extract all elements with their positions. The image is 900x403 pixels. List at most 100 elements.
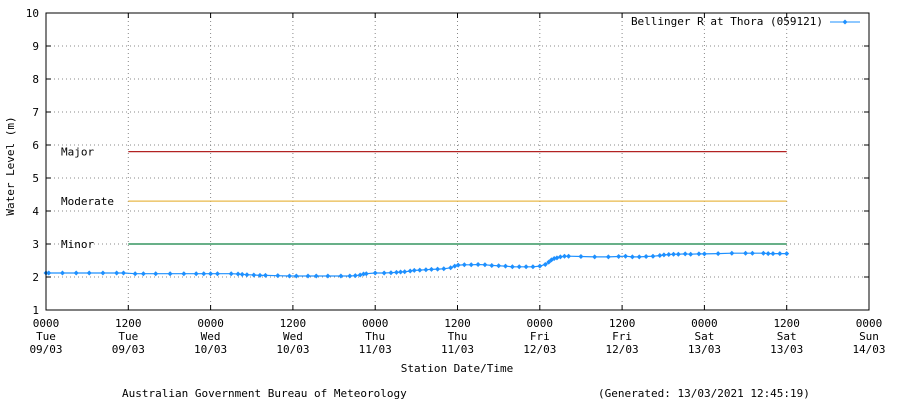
data-point <box>201 271 207 277</box>
y-tick-label: 5 <box>32 172 39 185</box>
x-tick-day: Tue <box>36 330 56 343</box>
x-tick-day: Sun <box>859 330 879 343</box>
data-point <box>616 254 622 260</box>
data-point <box>482 262 488 268</box>
x-tick-time: 1200 <box>280 317 307 330</box>
x-tick-date: 10/03 <box>276 343 309 356</box>
data-point <box>372 270 378 276</box>
x-tick-date: 14/03 <box>852 343 885 356</box>
data-point <box>729 250 735 256</box>
legend: Bellinger R at Thora (059121) <box>631 15 860 28</box>
data-point <box>398 269 404 275</box>
data-point <box>208 271 214 277</box>
y-axis-label: Water Level (m) <box>4 116 17 215</box>
data-point <box>542 261 548 267</box>
data-point <box>509 264 515 270</box>
data-point <box>578 254 584 260</box>
threshold-label-moderate: Moderate <box>61 195 114 208</box>
data-point <box>770 251 776 257</box>
data-point <box>228 271 234 277</box>
data-point <box>448 265 454 271</box>
data-point <box>696 251 702 257</box>
data-point <box>554 255 560 261</box>
footer-generated: (Generated: 13/03/2021 12:45:19) <box>598 387 810 400</box>
x-axis-label: Station Date/Time <box>401 362 514 375</box>
data-point <box>181 271 187 277</box>
x-tick-date: 09/03 <box>112 343 145 356</box>
data-point <box>489 262 495 268</box>
data-point <box>701 251 707 257</box>
data-point <box>546 259 552 265</box>
threshold-label-major: Major <box>61 146 94 159</box>
x-tick-date: 11/03 <box>441 343 474 356</box>
data-point <box>381 270 387 276</box>
data-point <box>352 273 358 279</box>
data-point <box>682 251 688 257</box>
data-point <box>743 250 749 256</box>
x-tick-time: 0000 <box>691 317 718 330</box>
x-tick-date: 13/03 <box>770 343 803 356</box>
data-point <box>671 251 677 257</box>
data-point <box>140 271 146 277</box>
y-tick-label: 7 <box>32 106 39 119</box>
data-point <box>305 273 311 279</box>
series <box>43 250 790 279</box>
data-point <box>650 253 656 259</box>
data-point <box>428 266 434 272</box>
x-tick-day: Sat <box>694 330 714 343</box>
data-point <box>455 262 461 268</box>
x-tick-time: 0000 <box>362 317 389 330</box>
y-tick-label: 3 <box>32 238 39 251</box>
x-tick-time: 0000 <box>33 317 60 330</box>
data-point <box>214 271 220 277</box>
data-point <box>475 261 481 267</box>
data-point <box>293 273 299 279</box>
data-point <box>503 263 509 269</box>
data-point <box>244 272 250 278</box>
data-point <box>765 251 771 257</box>
data-point <box>468 262 474 268</box>
x-tick-time: 1200 <box>609 317 636 330</box>
data-point <box>592 254 598 260</box>
data-point <box>566 253 572 259</box>
data-point <box>46 270 52 276</box>
data-point <box>516 264 522 270</box>
data-point <box>257 272 263 278</box>
y-tick-label: 6 <box>32 139 39 152</box>
data-point <box>523 264 529 270</box>
data-point <box>262 272 268 278</box>
data-point <box>313 273 319 279</box>
data-point <box>666 252 672 258</box>
x-tick-date: 13/03 <box>688 343 721 356</box>
data-point <box>629 254 635 260</box>
data-point <box>100 270 106 276</box>
x-tick-time: 0000 <box>527 317 554 330</box>
data-point <box>153 271 159 277</box>
data-point <box>441 266 447 272</box>
x-tick-time: 0000 <box>197 317 224 330</box>
data-point <box>402 269 408 275</box>
data-point <box>59 270 65 276</box>
y-tick-label: 10 <box>26 7 39 20</box>
data-point <box>86 270 92 276</box>
data-point <box>132 271 138 277</box>
data-point <box>120 270 126 276</box>
data-point <box>435 266 441 272</box>
x-tick-day: Tue <box>118 330 138 343</box>
data-point <box>530 264 536 270</box>
x-tick-date: 10/03 <box>194 343 227 356</box>
data-point <box>286 273 292 279</box>
data-point <box>760 250 766 256</box>
data-point <box>167 271 173 277</box>
x-tick-date: 11/03 <box>359 343 392 356</box>
y-tick-label: 2 <box>32 271 39 284</box>
data-point <box>73 270 79 276</box>
y-tick-label: 8 <box>32 73 39 86</box>
data-point <box>636 254 642 260</box>
y-tick-label: 9 <box>32 40 39 53</box>
data-point <box>275 273 281 279</box>
grid <box>46 13 869 310</box>
data-point <box>393 269 399 275</box>
data-point <box>193 271 199 277</box>
